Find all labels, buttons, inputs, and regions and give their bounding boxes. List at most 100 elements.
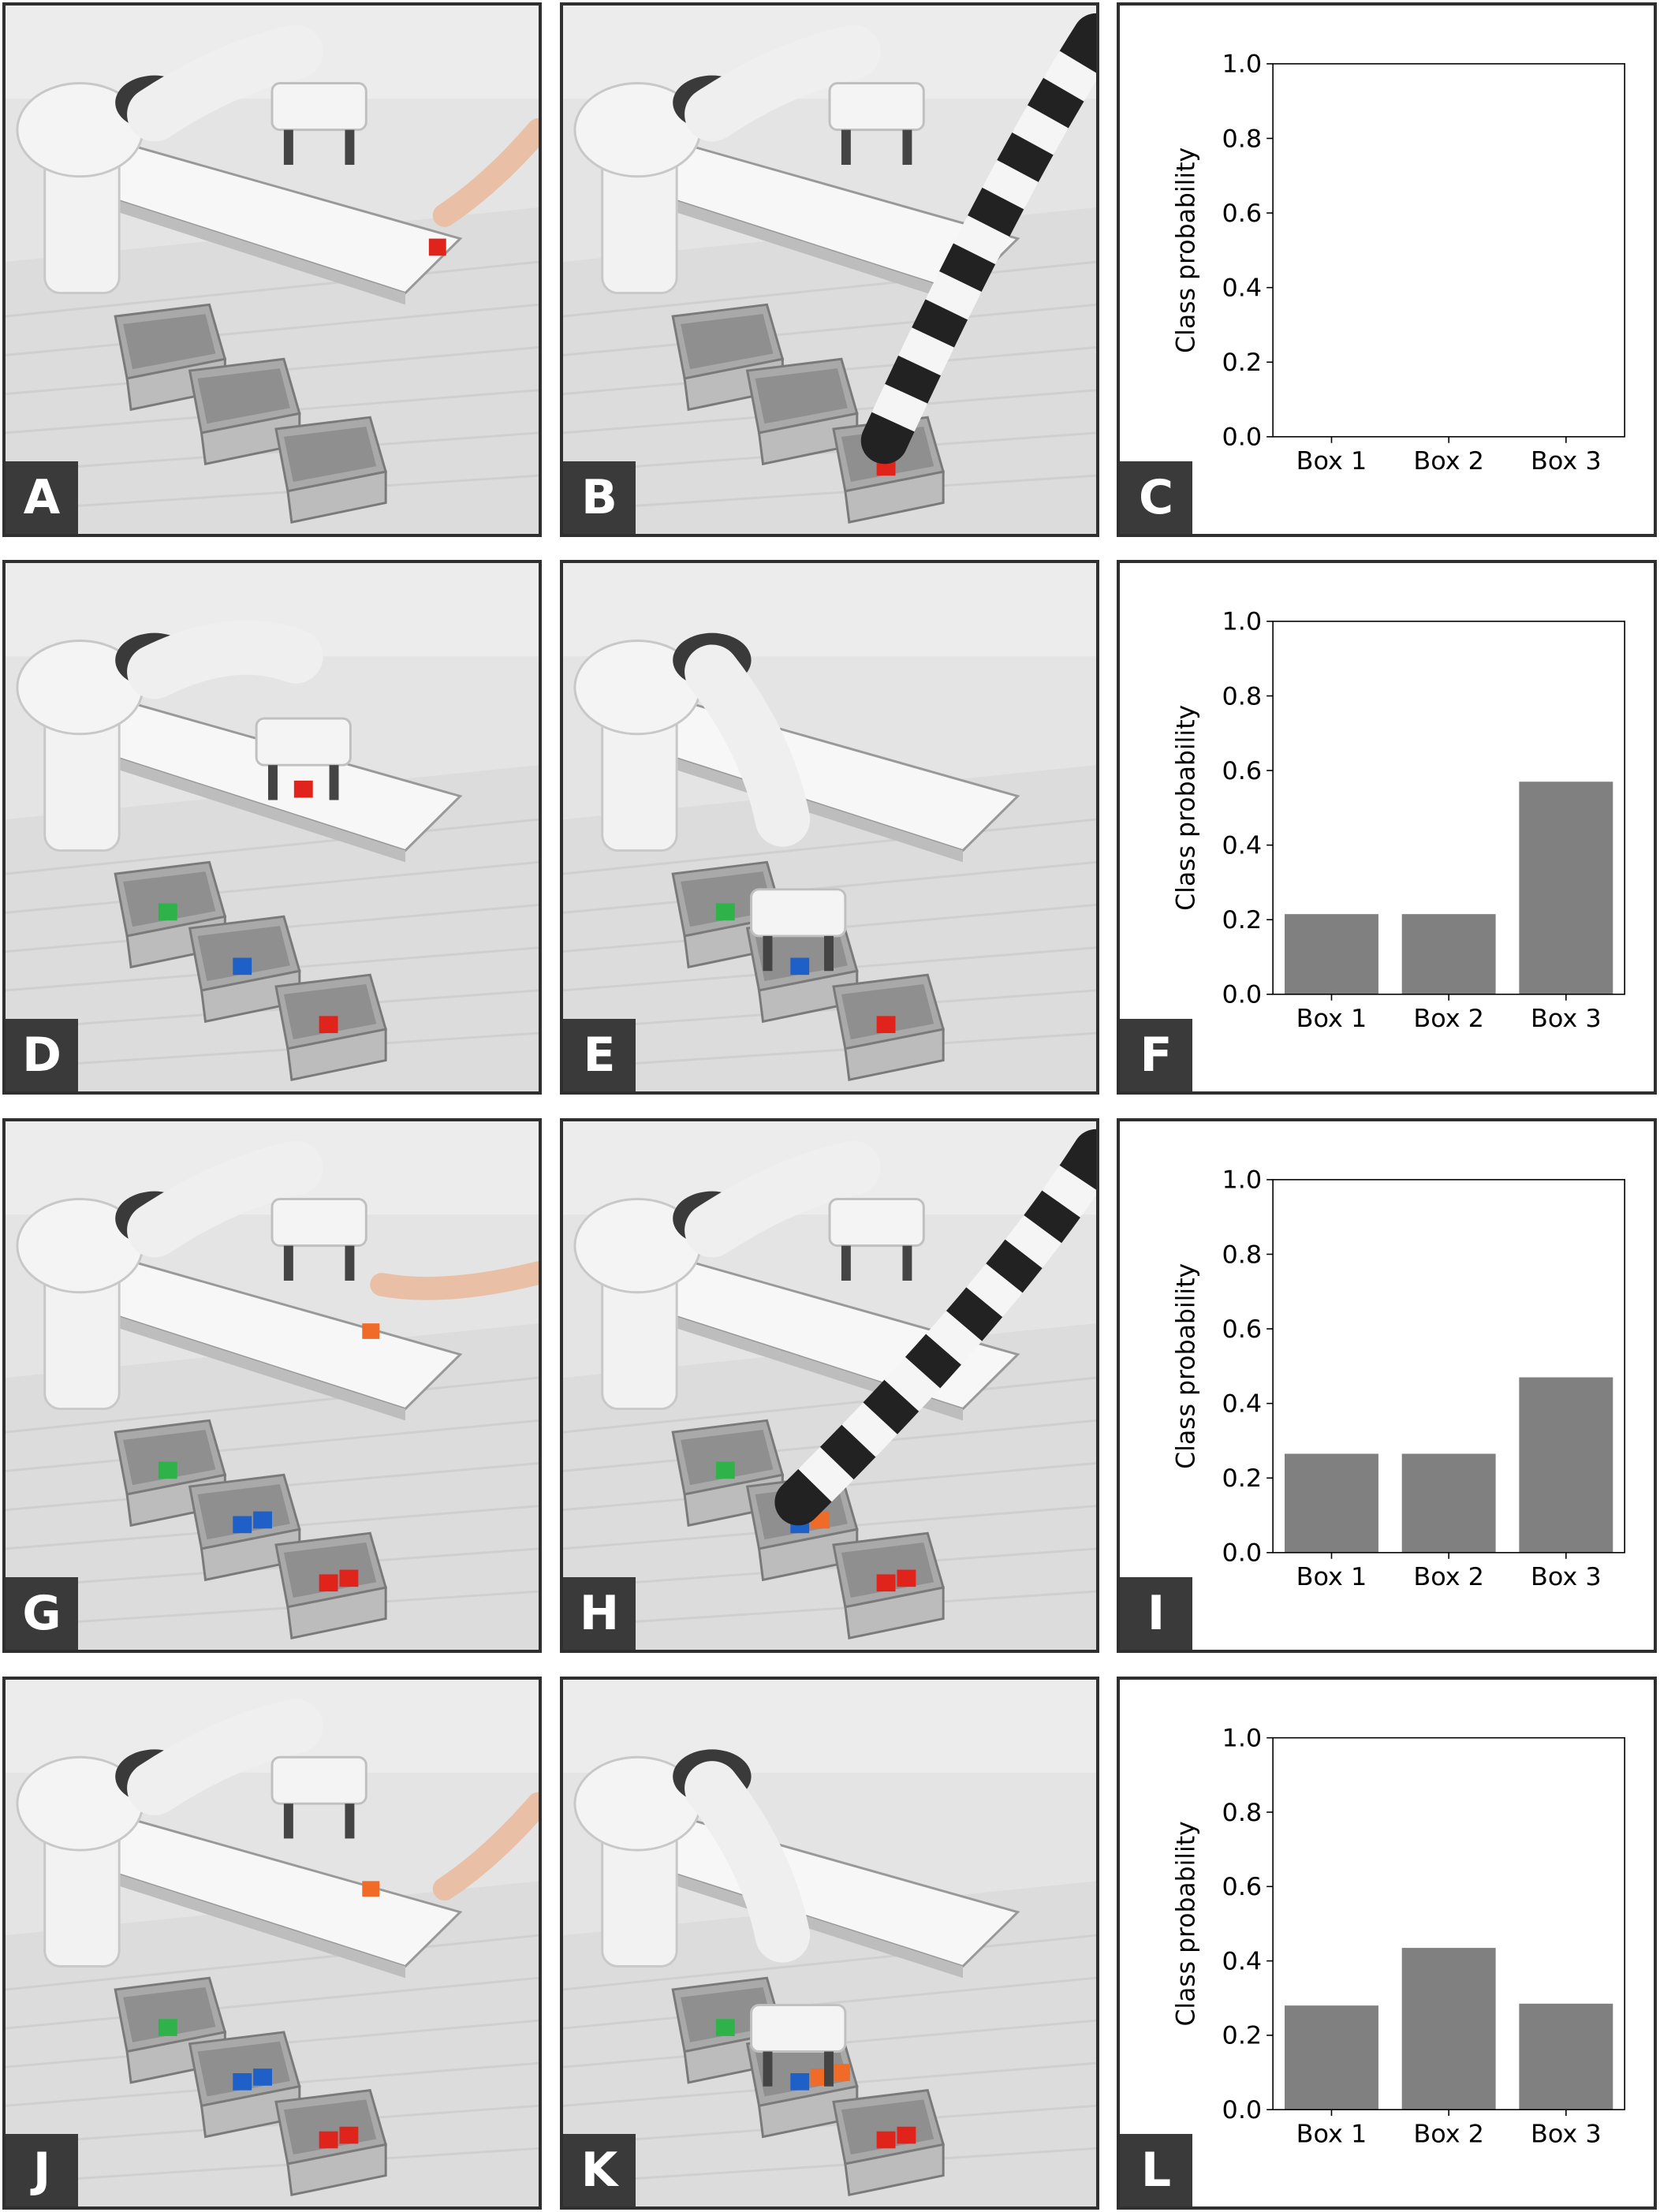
bar-3 xyxy=(1519,781,1613,994)
panel-label: B xyxy=(563,461,636,534)
y-axis-label: Class probability xyxy=(1172,705,1200,911)
gripper xyxy=(270,1755,367,1805)
shelf-line xyxy=(6,303,539,356)
shelf-line xyxy=(6,1376,539,1434)
y-axis-label: Class probability xyxy=(1172,147,1200,353)
y-axis-label: Class probability xyxy=(1172,1821,1200,2026)
y-tick-label: 0.8 xyxy=(1222,125,1263,153)
sorting-box-2 xyxy=(188,357,301,466)
scene-image xyxy=(6,563,539,1091)
y-tick-label: 0.6 xyxy=(1222,1873,1263,1901)
shelf-line xyxy=(563,1031,1096,1069)
y-tick-label: 0.8 xyxy=(1222,1799,1263,1827)
bar-1 xyxy=(1285,2005,1378,2110)
y-tick-label: 0.4 xyxy=(1222,1948,1263,1976)
bars xyxy=(1285,1948,1613,2110)
shelf-line xyxy=(563,2104,1096,2146)
shelf-line xyxy=(563,1934,1096,1991)
cube-blue xyxy=(253,1511,272,1529)
photo-panel-k: K xyxy=(560,1677,1099,2210)
sorting-box-3 xyxy=(274,1531,388,1639)
human-arm xyxy=(432,1792,539,1901)
panel-label: D xyxy=(6,1019,78,1091)
sorting-box-3 xyxy=(274,973,388,1081)
bars xyxy=(1285,1377,1613,1553)
y-tick-label: 0.0 xyxy=(1222,2096,1263,2124)
y-tick-label: 0.6 xyxy=(1222,200,1263,228)
sorting-box-3 xyxy=(274,416,388,524)
sorting-box-2 xyxy=(188,1473,301,1582)
x-tick-label: Box 2 xyxy=(1413,2121,1484,2149)
y-tick-label: 0.2 xyxy=(1222,1464,1263,1493)
y-tick-label: 0.8 xyxy=(1222,682,1263,711)
cube-red xyxy=(876,2131,896,2149)
shelf-line xyxy=(563,1376,1096,1434)
cube-red xyxy=(876,1574,896,1592)
cube-blue xyxy=(790,2073,810,2091)
gripper xyxy=(270,1198,367,1248)
panel-label: A xyxy=(6,461,78,534)
y-tick-label: 0.4 xyxy=(1222,1390,1263,1419)
y-tick-label: 0.6 xyxy=(1222,757,1263,785)
y-tick-label: 1.0 xyxy=(1222,1725,1263,1753)
photo-panel-b: B xyxy=(560,2,1099,537)
robot-arm xyxy=(16,24,367,295)
x-tick-label: Box 3 xyxy=(1531,1005,1602,1033)
gripper xyxy=(270,82,367,132)
panel-label: I xyxy=(1120,1577,1192,1650)
sorting-box-2 xyxy=(745,357,859,466)
chart-panel-f: 0.0 0.2 0.4 0.6 0.8 1.0 Box 1 Box 2 Box 3 Class p… xyxy=(1117,560,1657,1095)
y-tick-label: 1.0 xyxy=(1222,50,1263,79)
panel-label: E xyxy=(563,1019,636,1091)
shelf-line xyxy=(6,2104,539,2146)
y-axis-label: Class probability xyxy=(1172,1263,1200,1469)
shelf-line xyxy=(6,260,539,318)
sorting-box-3 xyxy=(832,2089,946,2197)
shelf-line xyxy=(563,1547,1096,1589)
cube-green xyxy=(715,903,735,921)
robot-arm xyxy=(16,620,352,852)
panel-label: H xyxy=(563,1577,636,1650)
shelf-line xyxy=(6,860,539,914)
shelf-line xyxy=(563,989,1096,1031)
shelf-line xyxy=(6,1590,539,1628)
shelf-line xyxy=(563,860,1096,914)
cube-red xyxy=(339,1569,359,1587)
y-tick-label: 1.0 xyxy=(1222,608,1263,636)
y-tick-label: 0.0 xyxy=(1222,423,1263,452)
scene-image xyxy=(6,1121,539,1650)
gripper xyxy=(750,2004,847,2053)
x-tick-label: Box 1 xyxy=(1296,447,1367,476)
x-tick-label: Box 1 xyxy=(1296,1005,1367,1033)
shelf-line xyxy=(6,474,539,512)
x-tick-label: Box 3 xyxy=(1531,447,1602,476)
cube-orange xyxy=(830,2064,850,2081)
gripper xyxy=(828,82,925,132)
cube-red xyxy=(339,2126,359,2144)
shelf-line xyxy=(563,1590,1096,1628)
y-tick-label: 0.4 xyxy=(1222,832,1263,860)
photo-panel-d: D xyxy=(2,560,542,1095)
cube-green xyxy=(715,2019,735,2036)
cube-blue xyxy=(253,2068,272,2086)
cube-red xyxy=(319,1016,338,1034)
scene-image xyxy=(6,1680,539,2206)
bar-3 xyxy=(1519,2003,1613,2110)
shelf-line xyxy=(563,818,1096,875)
bar-chart: 0.0 0.2 0.4 0.6 0.8 1.0 Box 1 Box 2 Box 3 Class p… xyxy=(1172,608,1625,1033)
robot-arm xyxy=(16,1699,367,1968)
x-tick-label: Box 1 xyxy=(1296,1563,1367,1591)
cube-on-belt xyxy=(362,1323,380,1339)
cube-green xyxy=(158,903,177,921)
scene-image xyxy=(563,1121,1096,1650)
shelf-line xyxy=(6,431,539,473)
x-tick-label: Box 2 xyxy=(1413,1563,1484,1591)
y-tick-label: 0.2 xyxy=(1222,906,1263,934)
y-tick-label: 0.4 xyxy=(1222,274,1263,303)
shelf-line xyxy=(6,1976,539,2030)
plot-frame xyxy=(1272,1736,1625,2110)
photo-panel-a: A xyxy=(2,2,542,537)
cube-green xyxy=(158,2019,177,2036)
x-tick-label: Box 2 xyxy=(1413,447,1484,476)
